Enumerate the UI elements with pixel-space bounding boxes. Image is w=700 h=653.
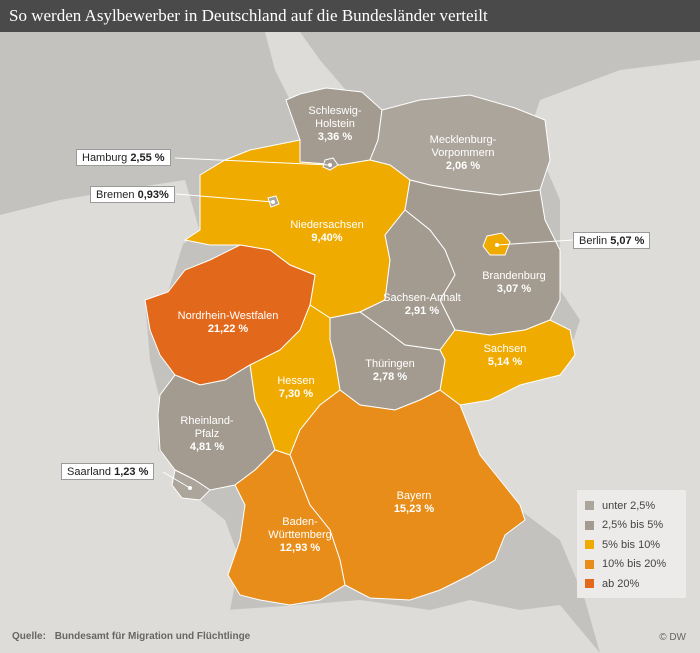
leader-bremen-dot [271,200,275,204]
state-name: Schleswig- [308,105,362,117]
label-mecklenburg-vorpommern: Mecklenburg- Vorpommern 2,06 % [430,134,497,173]
state-value: 2,78 % [372,371,408,383]
callout-leaders-layer [162,157,574,490]
label-brandenburg: Brandenburg 3,07 % [482,270,546,296]
state-value: 3,36 % [317,131,353,143]
neighbor-land-west [0,180,240,653]
label-thueringen: Thüringen 2,78 % [365,358,415,384]
label-bayern: Bayern 15,23 % [394,490,434,516]
state-value: 7,30 % [278,388,314,400]
callout-name: Hamburg [82,152,128,164]
state-name: Brandenburg [482,270,546,282]
label-sachsen: Sachsen 5,14 % [484,343,527,369]
source-note: Quelle: Bundesamt für Migration und Flüc… [12,631,250,642]
label-niedersachsen: Niedersachsen 9,40% [290,219,363,245]
legend-item: unter 2,5% [585,496,678,516]
state-value: 12,93 % [279,542,321,554]
legend-label: 2,5% bis 5% [602,519,664,532]
callout-value: 1,23 % [114,466,149,478]
legend-item: 5% bis 10% [585,535,678,555]
callout-berlin: Berlin 5,07 % [573,232,651,249]
callout-hamburg: Hamburg 2,55 % [76,149,171,166]
state-name: Sachsen-Anhalt [383,292,461,304]
label-baden-wuerttemberg: Baden- Württemberg 12,93 % [268,516,332,555]
leader-bremen [175,193,274,203]
state-value: 9,40% [311,232,343,244]
source-label: Quelle: [12,631,46,642]
state-value: 2,06 % [445,160,481,172]
copyright: © DW [659,632,686,643]
legend-swatch [585,501,594,511]
legend: unter 2,5% 2,5% bis 5% 5% bis 10% 10% bi… [577,490,686,598]
state-value: 21,22 % [207,323,249,335]
callout-name: Berlin [579,235,608,247]
label-nordrhein-westfalen: Nordrhein-Westfalen 21,22 % [178,310,279,336]
callout-name: Saarland [67,466,112,478]
state-value: 3,07 % [496,283,532,295]
label-rheinland-pfalz: Rheinland- Pfalz 4,81 % [180,415,233,454]
callout-value: 0,93% [137,189,169,201]
state-name: Württemberg [268,529,332,541]
legend-item: ab 20% [585,574,678,594]
state-name: Niedersachsen [290,219,364,231]
leader-berlin-dot [495,243,499,247]
leader-berlin [496,239,574,246]
legend-label: ab 20% [602,577,640,590]
state-name: Thüringen [365,358,415,370]
states-layer [144,87,576,606]
callout-name: Bremen [96,189,135,201]
callout-bremen: Bremen 0,93% [90,186,175,203]
legend-swatch [585,520,594,530]
state-bw [227,449,346,606]
legend-swatch [585,540,594,550]
state-name: Mecklenburg- [429,134,497,146]
state-value: 15,23 % [393,503,435,515]
legend-label: 5% bis 10% [602,538,661,551]
leader-saarland-dot [188,486,192,490]
state-name: Holstein [315,118,355,130]
leader-hamburg [174,157,331,166]
legend-item: 10% bis 20% [585,555,678,575]
legend-label: 10% bis 20% [602,558,667,571]
legend-swatch [585,559,594,569]
legend-item: 2,5% bis 5% [585,516,678,536]
state-name: Bayern [396,490,432,502]
state-name: Nordrhein-Westfalen [177,310,279,322]
label-hessen: Hessen 7,30 % [277,375,314,401]
state-value: 5,14 % [487,356,523,368]
state-value: 4,81 % [189,441,225,453]
state-name: Pfalz [194,428,220,440]
callout-saarland: Saarland 1,23 % [61,463,155,480]
label-sachsen-anhalt: Sachsen-Anhalt 2,91 % [383,292,461,318]
map-title: So werden Asylbewerber in Deutschland au… [0,0,700,32]
neighbor-land-south [225,600,600,653]
state-name: Vorpommern [431,147,495,159]
state-name: Hessen [277,375,315,387]
source-text: Bundesamt für Migration und Flüchtlinge [54,631,251,642]
callout-value: 5,07 % [610,235,645,247]
legend-swatch [585,579,594,589]
leader-hamburg-dot [328,163,332,167]
legend-label: unter 2,5% [602,499,656,512]
state-sl [171,469,211,501]
state-name: Sachsen [483,343,527,355]
state-name: Rheinland- [180,415,234,427]
label-schleswig-holstein: Schleswig- Holstein 3,36 % [308,105,361,144]
callout-value: 2,55 % [130,152,165,164]
state-name: Baden- [282,516,318,528]
state-value: 2,91 % [404,305,440,317]
leader-saarland [162,471,191,489]
